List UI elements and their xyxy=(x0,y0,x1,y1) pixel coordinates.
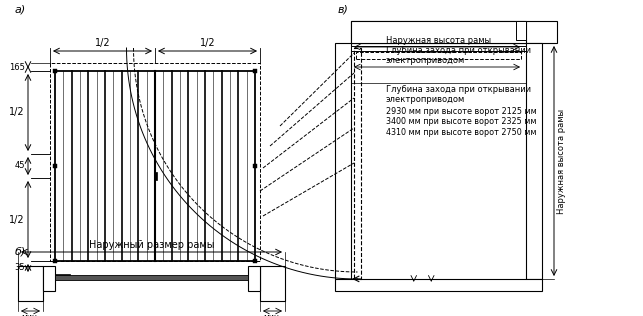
Bar xyxy=(351,21,526,43)
Text: мин.
65: мин. 65 xyxy=(21,313,40,316)
Text: 1/2: 1/2 xyxy=(10,107,25,118)
Bar xyxy=(253,164,257,168)
Text: 2930 мм при высоте ворот 2125 мм
3400 мм при высоте ворот 2325 мм
4310 мм при вы: 2930 мм при высоте ворот 2125 мм 3400 мм… xyxy=(386,107,537,137)
Bar xyxy=(248,266,260,291)
Text: а): а) xyxy=(15,4,26,14)
Text: 35: 35 xyxy=(14,264,25,272)
Bar xyxy=(335,43,351,279)
Text: б): б) xyxy=(15,246,26,256)
Bar xyxy=(356,52,521,59)
Text: 1/2: 1/2 xyxy=(200,38,215,48)
Bar xyxy=(354,48,361,279)
Bar xyxy=(351,46,526,51)
Text: Наружный размер рамы: Наружный размер рамы xyxy=(89,240,214,250)
Bar xyxy=(53,259,57,263)
Bar xyxy=(18,266,43,301)
Bar xyxy=(53,69,57,73)
Bar xyxy=(526,43,542,279)
Bar xyxy=(55,71,255,261)
Bar xyxy=(253,259,257,263)
Bar xyxy=(154,172,157,179)
Text: мин.
65: мин. 65 xyxy=(264,313,282,316)
Bar xyxy=(43,266,55,291)
Text: в): в) xyxy=(338,4,349,14)
Text: Наружная высота рамы: Наружная высота рамы xyxy=(386,36,491,45)
Text: Глубина захода при открывании
электроприводом: Глубина захода при открывании электропри… xyxy=(386,46,531,65)
Bar xyxy=(516,21,526,40)
Text: 165: 165 xyxy=(9,63,25,71)
Bar xyxy=(335,279,542,291)
Bar xyxy=(351,21,557,43)
Text: 45: 45 xyxy=(15,161,25,171)
Bar xyxy=(253,69,257,73)
Text: 1/2: 1/2 xyxy=(95,38,111,48)
Text: 1/2: 1/2 xyxy=(10,215,25,224)
Text: Наружная высота рамы: Наружная высота рамы xyxy=(557,108,566,214)
Bar xyxy=(260,266,285,301)
Bar xyxy=(50,63,260,261)
Text: Глубина захода при открывании
электроприводом: Глубина захода при открывании электропри… xyxy=(386,85,531,104)
Bar xyxy=(55,275,248,280)
Bar xyxy=(53,164,57,168)
